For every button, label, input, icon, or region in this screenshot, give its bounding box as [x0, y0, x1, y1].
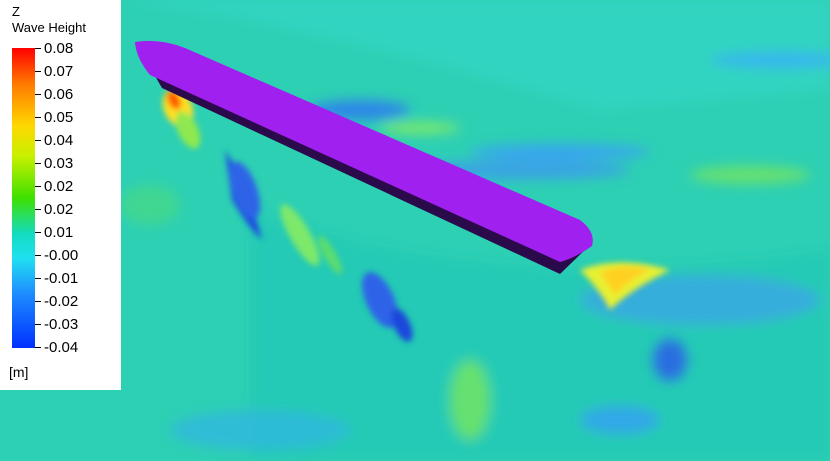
- legend-tick: [35, 209, 41, 210]
- legend-tick: [35, 163, 41, 164]
- legend-tick-label: 0.01: [44, 224, 74, 241]
- legend-tick-label: 0.02: [44, 201, 74, 218]
- legend-tick-label: 0.06: [44, 86, 74, 103]
- legend-tick: [35, 301, 41, 302]
- color-legend: Z Wave Height 0.08 0.07 0.06 0.05 0.04 0…: [0, 0, 121, 390]
- legend-tick: [35, 186, 41, 187]
- legend-tick-label: -0.03: [44, 316, 79, 333]
- legend-tick-label: 0.08: [44, 40, 74, 57]
- legend-tick-label: 0.05: [44, 109, 74, 126]
- legend-tick: [35, 94, 41, 95]
- legend-tick-label: 0.03: [44, 155, 74, 172]
- legend-tick-label: -0.04: [44, 339, 79, 356]
- legend-tick: [35, 117, 41, 118]
- wake-contours: [162, 88, 670, 342]
- legend-tick-label: 0.04: [44, 132, 74, 149]
- legend-tick: [35, 71, 41, 72]
- legend-title: Wave Height: [12, 20, 86, 35]
- legend-tick: [35, 140, 41, 141]
- legend-axis-name: Z: [12, 4, 20, 19]
- legend-colorbar: [12, 48, 35, 348]
- legend-tick: [35, 232, 41, 233]
- legend-tick-label: -0.00: [44, 247, 79, 264]
- legend-unit: [m]: [9, 364, 29, 380]
- hull-deck: [135, 40, 593, 262]
- legend-tick-label: 0.02: [44, 178, 74, 195]
- legend-tick: [35, 255, 41, 256]
- legend-tick-label: -0.02: [44, 293, 79, 310]
- legend-tick: [35, 48, 41, 49]
- legend-tick: [35, 347, 41, 348]
- legend-tick-label: 0.07: [44, 63, 74, 80]
- legend-tick: [35, 324, 41, 325]
- wave-contours: [120, 0, 830, 461]
- ship-hull: [135, 40, 593, 274]
- legend-tick: [35, 278, 41, 279]
- legend-tick-label: -0.01: [44, 270, 79, 287]
